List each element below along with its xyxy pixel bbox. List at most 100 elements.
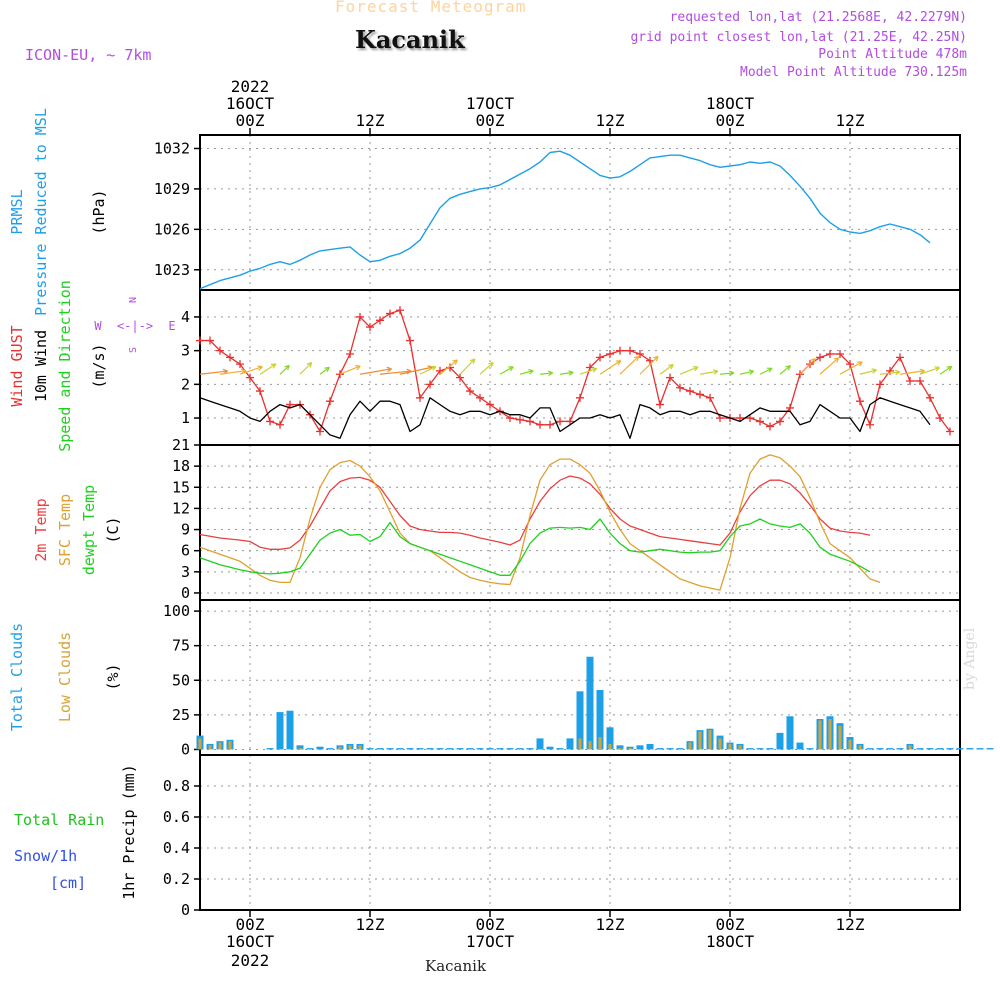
wind-arrow xyxy=(419,366,437,375)
wind-arrow-head xyxy=(306,362,313,368)
location-title: Kacanik xyxy=(355,25,465,54)
wind-arrow-head xyxy=(568,370,574,376)
wind-arrow xyxy=(359,368,392,375)
pressure-line xyxy=(199,150,931,290)
wind-arrow xyxy=(699,370,719,375)
wind-arrow-head xyxy=(712,369,719,375)
pressure-unit-label: (hPa) xyxy=(90,189,108,234)
y-tick-label: 18 xyxy=(172,457,190,475)
wind-arrow xyxy=(439,359,458,375)
wind-arrow xyxy=(679,366,699,375)
snow-label: Snow/1h xyxy=(14,847,77,865)
bottom-time-label: 12Z xyxy=(836,915,865,934)
total-cloud-bar xyxy=(526,748,534,750)
y-tick-label: 3 xyxy=(181,563,190,581)
total-cloud-bar xyxy=(466,748,474,750)
total-cloud-bar xyxy=(636,745,644,750)
total-cloud-bar xyxy=(956,748,964,750)
total-cloud-bar xyxy=(516,748,524,750)
gust-marker xyxy=(556,417,564,426)
wind-arrow xyxy=(559,371,574,375)
wind-direction-label: Speed and Direction xyxy=(56,280,74,452)
top-time-label: 12Z xyxy=(596,111,625,130)
gust-marker xyxy=(256,387,264,396)
gust-marker xyxy=(246,373,254,382)
wind-direction-arrows xyxy=(199,355,953,377)
top-time-label: 00Z xyxy=(236,111,265,130)
wind-arrow-head xyxy=(946,365,953,372)
total-cloud-bar xyxy=(396,748,404,750)
gust-marker xyxy=(896,353,904,362)
top-date-label: 16OCT xyxy=(226,94,275,113)
wind-arrow xyxy=(579,368,597,375)
wind-arrow-head xyxy=(324,366,330,373)
total-cloud-bar xyxy=(286,710,294,750)
total-cloud-bar xyxy=(546,746,554,750)
low-cloud-bar xyxy=(908,745,912,750)
y-tick-label: 0.6 xyxy=(163,808,190,826)
wind-arrow-head xyxy=(785,365,791,371)
gust-marker xyxy=(916,376,924,385)
total-cloud-bar xyxy=(476,748,484,750)
low-cloud-bar xyxy=(298,748,302,750)
total-cloud-bar xyxy=(946,748,954,750)
total-cloud-bar xyxy=(986,748,994,750)
gust-marker xyxy=(226,353,234,362)
total-cloud-bar xyxy=(606,727,614,750)
gust-marker xyxy=(466,387,474,396)
wind-arrow xyxy=(639,355,659,375)
low-cloud-bar xyxy=(708,730,712,750)
wind-arrow xyxy=(219,370,246,375)
wind-arrow-head xyxy=(615,360,622,366)
gust-marker xyxy=(856,397,864,406)
total-cloud-bar xyxy=(566,738,574,750)
top-date-label: 17OCT xyxy=(466,94,515,113)
gust-marker xyxy=(936,414,944,423)
wind-arrow-head xyxy=(270,363,277,369)
wind-arrow-head xyxy=(833,357,840,363)
total-cloud-bar xyxy=(266,748,274,750)
total-cloud-bar xyxy=(786,716,794,750)
gust-marker xyxy=(846,360,854,369)
point-altitude: Point Altitude 478m xyxy=(818,47,967,62)
wind-arrow-head xyxy=(547,370,554,377)
gust-marker xyxy=(216,346,224,355)
y-tick-label: 1 xyxy=(181,409,190,427)
model-label: ICON-EU, ~ 7km xyxy=(25,46,152,64)
wind-arrow-head xyxy=(653,355,659,362)
total-cloud-bar xyxy=(326,748,334,750)
wind-arrow-head xyxy=(508,366,514,372)
gust-marker xyxy=(416,393,424,402)
y-tick-label: 75 xyxy=(172,637,190,655)
sfc-temp-line xyxy=(199,454,881,591)
gust-marker xyxy=(766,422,774,431)
bottom-time-label: 00Z xyxy=(716,915,745,934)
wind-arrow xyxy=(199,370,228,375)
wind-arrow xyxy=(839,361,863,375)
gust-marker xyxy=(636,350,644,359)
low-cloud-bar xyxy=(828,719,832,750)
wind-arrow xyxy=(919,366,940,375)
gust-marker xyxy=(666,373,674,382)
total-cloud-bar xyxy=(446,748,454,750)
wind-arrow xyxy=(339,365,361,375)
low-cloud-bar xyxy=(348,745,352,750)
pressure-label-short: PRMSL xyxy=(8,189,26,234)
temp-unit-label: (C) xyxy=(104,516,122,543)
precip-unit-label: 1hr Precip (mm) xyxy=(120,764,138,899)
bottom-date-label: 16OCT xyxy=(226,932,275,951)
total-cloud-bar xyxy=(926,748,934,750)
gust-marker xyxy=(456,373,464,382)
low-clouds-label: Low Clouds xyxy=(56,632,74,722)
wind-arrow-head xyxy=(386,366,392,373)
low-cloud-bar xyxy=(718,738,722,750)
wind-speed-line xyxy=(199,397,931,439)
low-cloud-bar xyxy=(608,743,612,750)
compass-arrows: <-|-> xyxy=(117,319,153,333)
wind-arrow-head xyxy=(729,370,735,377)
low-cloud-bar xyxy=(598,737,602,750)
bottom-time-label: 00Z xyxy=(476,915,505,934)
y-tick-label: 0 xyxy=(181,901,190,919)
grid-point-coords: grid point closest lon,lat (21.25E, 42.2… xyxy=(630,30,967,45)
low-cloud-bar xyxy=(588,741,592,750)
